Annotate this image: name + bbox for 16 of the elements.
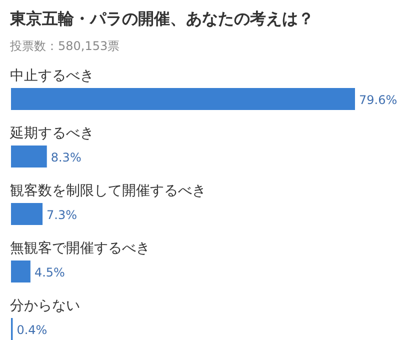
y-tick-label: 中止するべき — [10, 68, 94, 84]
y-tick-label: 観客数を制限して開催するべき — [10, 183, 206, 199]
data-label: 8.3% — [50, 150, 82, 164]
y-tick-label: 延期するべき — [9, 126, 94, 142]
data-label: 0.4% — [16, 323, 48, 337]
y-tick-label: 分からない — [10, 298, 80, 314]
bar — [11, 260, 30, 282]
bar — [11, 88, 355, 110]
chart-subtitle: 投票数：580,153票 — [9, 39, 120, 53]
bar — [11, 146, 47, 168]
data-label: 79.6% — [359, 93, 398, 107]
data-label: 4.5% — [34, 266, 65, 280]
data-label: 7.3% — [46, 208, 78, 222]
bar — [11, 203, 43, 225]
chart-title: 東京五輪・パラの開催、あなたの考えは？ — [9, 9, 314, 28]
y-tick-label: 無観客で開催するべき — [10, 240, 150, 256]
